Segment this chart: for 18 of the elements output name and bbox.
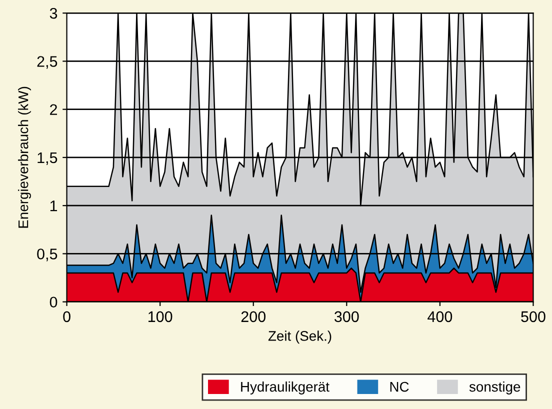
y-tick-label: 2	[50, 104, 57, 115]
y-tick-label: 1	[50, 200, 58, 212]
y-axis-title: Energieverbrauch (kW)	[18, 86, 31, 228]
legend-label: NC	[390, 382, 409, 392]
legend-label: Hydraulikgerät	[241, 382, 330, 394]
x-tick-label: 100	[148, 311, 172, 322]
x-tick-label: 400	[428, 311, 452, 322]
y-tick-label: 2,5	[37, 56, 58, 69]
x-tick-label: 200	[241, 311, 266, 322]
y-tick-label: 3	[50, 8, 58, 19]
x-tick-label: 300	[334, 311, 359, 322]
y-tick-label: 1,5	[38, 152, 58, 165]
x-tick-label: 0	[63, 311, 70, 322]
x-axis-title: Zeit (Sek.)	[268, 330, 332, 344]
legend-label: sonstige	[469, 382, 520, 394]
x-tick-label: 500	[521, 311, 546, 322]
y-tick-label: 0,5	[37, 248, 58, 262]
y-tick-label: 0	[50, 296, 58, 308]
